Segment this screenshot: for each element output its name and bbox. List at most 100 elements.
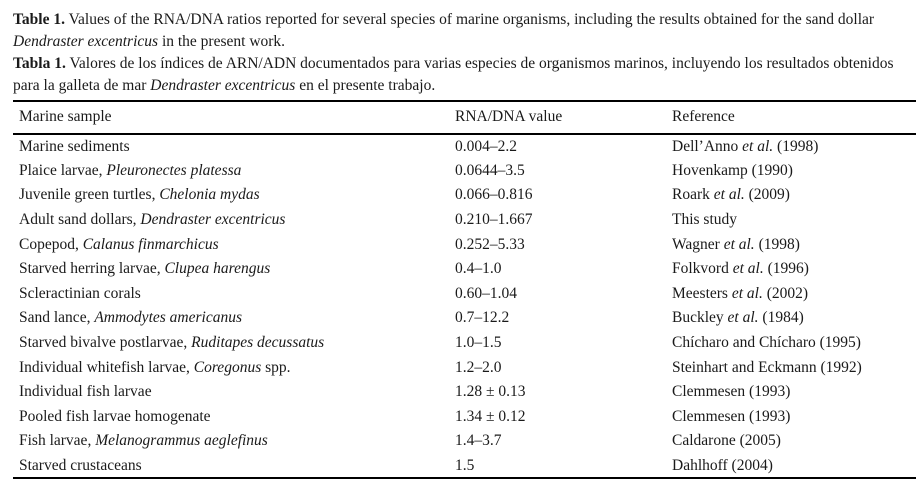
text-segment: Chícharo and Chícharo (1995) <box>672 334 861 352</box>
text-segment: Buckley <box>672 309 728 327</box>
species-name: Ammodytes americanus <box>94 309 242 327</box>
text-segment: (2009) <box>744 186 790 204</box>
cell-marine-sample: Individual fish larvae <box>13 380 449 405</box>
table-header-row: Marine sample RNA/DNA value Reference <box>13 101 916 135</box>
column-header-marine-sample: Marine sample <box>13 101 449 135</box>
text-segment: Plaice larvae, <box>19 161 107 179</box>
table-row: Fish larvae, Melanogrammus aeglefinus 1.4… <box>13 429 916 454</box>
text-segment: Individual fish larvae <box>19 383 152 401</box>
text-segment: (2002) <box>762 284 809 302</box>
text-segment: Fish larvae, <box>19 432 96 450</box>
cell-marine-sample: Scleractinian corals <box>13 282 449 307</box>
cell-rna-dna-value: 1.0–1.5 <box>455 334 502 352</box>
text-segment: This study <box>672 211 738 229</box>
text-segment: Adult sand dollars, <box>19 211 141 229</box>
text-segment: Scleractinian corals <box>19 284 141 302</box>
text-segment: Dahlhoff (2004) <box>672 456 773 474</box>
cell-rna-dna-value: 0.4–1.0 <box>455 260 502 278</box>
table-row: Plaice larvae, Pleuronectes platessa 0.06… <box>13 159 916 184</box>
caption-spanish-text: Valores de los índices de ARN/ADN docume… <box>13 55 894 94</box>
text-segment: Wagner <box>672 235 724 253</box>
cell-marine-sample: Starved herring larvae, Clupea harengus <box>13 257 449 282</box>
cell-rna-dna-value: 1.28 ± 0.13 <box>455 383 526 401</box>
text-segment: Pooled fish larvae homogenate <box>19 407 211 425</box>
species-name: Clupea harengus <box>164 260 271 278</box>
cell-marine-sample: Starved bivalve postlarvae, Ruditapes de… <box>13 331 449 356</box>
cell-rna-dna-value: 0.066–0.816 <box>455 186 533 204</box>
table-row: Individual fish larvae 1.28 ± 0.13 Clemmes… <box>13 380 916 405</box>
cell-rna-dna-value: 1.5 <box>455 456 475 474</box>
caption-spanish-species: Dendraster excentricus <box>150 77 296 94</box>
table-row: Starved bivalve postlarvae, Ruditapes de… <box>13 331 916 356</box>
text-segment: Meesters <box>672 284 732 302</box>
cell-rna-dna-value: 0.0644–3.5 <box>455 161 525 179</box>
cell-rna-dna-value: 0.60–1.04 <box>455 284 517 302</box>
cell-marine-sample: Juvenile green turtles, Chelonia mydas <box>13 183 449 208</box>
species-name: Calanus finmarchicus <box>82 235 219 253</box>
column-header-reference: Reference <box>666 101 916 135</box>
cell-marine-sample: Marine sediments <box>13 134 449 159</box>
cell-reference: Wagner et al. (1998) <box>666 232 916 257</box>
caption-english-text: Values of the RNA/DNA ratios reported fo… <box>64 11 875 28</box>
text-segment: Clemmesen (1993) <box>672 383 791 401</box>
species-name: Melanogrammus aeglefinus <box>95 432 268 450</box>
cell-marine-sample: Starved crustaceans <box>13 454 449 479</box>
cell-reference: Chícharo and Chícharo (1995) <box>666 331 916 356</box>
rna-dna-ratios-table: Marine sample RNA/DNA value Reference Ma… <box>13 100 916 480</box>
text-segment: (1984) <box>758 309 804 327</box>
caption-english-label: Table 1. <box>13 11 65 28</box>
cell-marine-sample: Individual whitefish larvae, Coregonus s… <box>13 355 449 380</box>
cell-rna-dna-value: 0.252–5.33 <box>455 235 525 253</box>
cell-rna-dna-value: 1.4–3.7 <box>455 432 502 450</box>
cell-reference: Buckley et al. (1984) <box>666 306 916 331</box>
text-segment: Caldarone (2005) <box>672 432 781 450</box>
cell-reference: Clemmesen (1993) <box>666 405 916 430</box>
cell-marine-sample: Sand lance, Ammodytes americanus <box>13 306 449 331</box>
cell-reference: Meesters et al. (2002) <box>666 282 916 307</box>
table-row: Sand lance, Ammodytes americanus 0.7–12.2… <box>13 306 916 331</box>
species-name: et al. <box>713 186 745 204</box>
table-row: Juvenile green turtles, Chelonia mydas 0.… <box>13 183 916 208</box>
species-name: Dendraster excentricus <box>140 211 286 229</box>
table-row: Starved herring larvae, Clupea harengus 0… <box>13 257 916 282</box>
text-segment: (1998) <box>773 137 819 155</box>
cell-reference: This study <box>666 208 916 233</box>
species-name: Pleuronectes platessa <box>106 161 242 179</box>
text-segment: Juvenile green turtles, <box>19 186 160 204</box>
cell-reference: Steinhart and Eckmann (1992) <box>666 355 916 380</box>
caption-english-tail: in the present work. <box>158 33 286 50</box>
cell-reference: Clemmesen (1993) <box>666 380 916 405</box>
text-segment: Starved herring larvae, <box>19 260 165 278</box>
text-segment: Copepod, <box>19 235 83 253</box>
cell-reference: Roark et al. (2009) <box>666 183 916 208</box>
cell-reference: Caldarone (2005) <box>666 429 916 454</box>
species-name: et al. <box>732 260 764 278</box>
cell-marine-sample: Adult sand dollars, Dendraster excentric… <box>13 208 449 233</box>
species-name: Ruditapes decussatus <box>191 334 325 352</box>
species-name: Chelonia mydas <box>159 186 260 204</box>
cell-rna-dna-value: 0.004–2.2 <box>455 137 517 155</box>
species-name: et al. <box>731 284 763 302</box>
cell-reference: Hovenkamp (1990) <box>666 159 916 184</box>
cell-rna-dna-value: 1.34 ± 0.12 <box>455 407 526 425</box>
table-row: Scleractinian corals 0.60–1.04 Meesters et… <box>13 282 916 307</box>
text-segment: (1998) <box>754 235 800 253</box>
table-body: Marine sediments 0.004–2.2 Dell’Anno et al… <box>13 134 916 478</box>
text-segment: Individual whitefish larvae, <box>19 358 194 376</box>
species-name: et al. <box>727 309 759 327</box>
text-segment: Clemmesen (1993) <box>672 407 791 425</box>
table-row: Marine sediments 0.004–2.2 Dell’Anno et al… <box>13 134 916 159</box>
text-segment: Roark <box>672 186 714 204</box>
species-name: et al. <box>723 235 755 253</box>
text-segment: spp. <box>261 358 291 376</box>
text-segment: Folkvord <box>672 260 733 278</box>
text-segment: Dell’Anno <box>672 137 743 155</box>
text-segment: Marine sediments <box>19 137 130 155</box>
cell-reference: Folkvord et al. (1996) <box>666 257 916 282</box>
caption-english-species: Dendraster excentricus <box>13 33 159 50</box>
text-segment: Starved bivalve postlarvae, <box>19 334 192 352</box>
table-row: Pooled fish larvae homogenate 1.34 ± 0.12… <box>13 405 916 430</box>
cell-marine-sample: Copepod, Calanus finmarchicus <box>13 232 449 257</box>
cell-reference: Dell’Anno et al. (1998) <box>666 134 916 159</box>
table-row: Adult sand dollars, Dendraster excentric… <box>13 208 916 233</box>
